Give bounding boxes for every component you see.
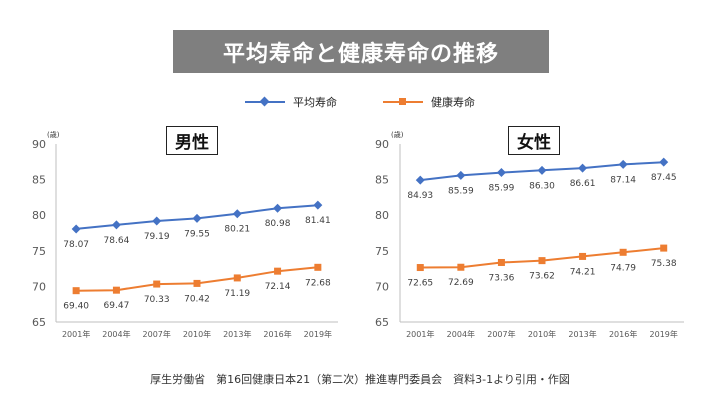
chart-title-female-text: 女性 [517, 133, 551, 153]
data-point-female-0-4 [578, 163, 588, 173]
data-point-male-1-3 [193, 279, 201, 287]
data-label-female-0-2: 85.99 [489, 184, 515, 194]
data-label-female-1-6: 75.38 [651, 259, 677, 269]
data-label-male-0-5: 80.98 [265, 219, 291, 229]
y-tick-label-female-4: 85 [375, 174, 389, 187]
x-tick-label-female-5: 2016年 [609, 329, 637, 339]
data-point-female-1-0 [416, 264, 424, 272]
x-tick-label-male-2: 2007年 [143, 329, 171, 339]
data-label-male-1-4: 71.19 [224, 289, 250, 299]
legend-swatch-series1 [245, 96, 285, 108]
data-point-female-0-0 [415, 175, 425, 185]
data-point-male-1-6 [314, 263, 322, 271]
data-label-male-1-3: 70.42 [184, 294, 210, 304]
data-label-female-1-5: 74.79 [610, 263, 636, 273]
legend-item-series1: 平均寿命 [245, 93, 337, 111]
data-point-male-0-6 [313, 200, 323, 210]
data-point-male-1-0 [72, 287, 80, 295]
legend-label-series2: 健康寿命 [431, 96, 475, 109]
data-label-male-0-4: 80.21 [224, 225, 250, 235]
data-label-female-0-3: 86.30 [529, 181, 555, 191]
data-point-male-1-5 [274, 267, 282, 275]
data-point-female-1-4 [579, 252, 587, 260]
unit-label-female: (歳) [391, 131, 404, 139]
legend-label-series1: 平均寿命 [293, 96, 337, 109]
data-label-male-0-6: 81.41 [305, 216, 331, 226]
data-point-female-0-6 [659, 157, 669, 167]
x-tick-label-male-1: 2004年 [102, 329, 130, 339]
chart-title-male: 男性 [166, 126, 218, 155]
data-point-female-0-5 [618, 159, 628, 169]
y-tick-label-male-1: 70 [32, 280, 46, 293]
data-label-female-0-5: 87.14 [610, 175, 636, 185]
data-label-female-1-3: 73.62 [529, 272, 555, 282]
x-tick-label-female-2: 2007年 [487, 329, 515, 339]
y-tick-label-male-5: 90 [32, 138, 46, 151]
data-label-male-0-3: 79.55 [184, 229, 210, 239]
data-point-female-1-6 [660, 244, 668, 252]
data-label-male-1-1: 69.47 [104, 301, 130, 311]
data-point-female-1-1 [457, 263, 465, 271]
data-label-female-1-1: 72.69 [448, 278, 474, 288]
data-point-female-1-2 [497, 258, 505, 266]
data-label-male-1-0: 69.40 [63, 302, 89, 312]
x-tick-label-female-6: 2019年 [650, 329, 678, 339]
x-tick-label-male-5: 2016年 [263, 329, 291, 339]
data-point-male-0-2 [152, 216, 162, 226]
data-point-male-1-2 [153, 280, 161, 288]
y-tick-label-female-1: 70 [375, 280, 389, 293]
source-note: 厚生労働省 第16回健康日本21（第二次）推進専門委員会 資料3-1より引用・作… [150, 373, 570, 386]
data-point-male-0-0 [71, 224, 81, 234]
chart-title-male-text: 男性 [175, 133, 209, 153]
data-point-female-0-2 [496, 168, 506, 178]
x-tick-label-female-3: 2010年 [528, 329, 556, 339]
y-tick-label-female-3: 80 [375, 209, 389, 222]
data-label-male-0-1: 78.64 [104, 236, 130, 246]
y-tick-label-male-2: 75 [32, 245, 46, 258]
data-label-male-1-6: 72.68 [305, 278, 331, 288]
unit-label-male: (歳) [47, 131, 60, 139]
x-tick-label-male-6: 2019年 [304, 329, 332, 339]
data-label-female-1-4: 74.21 [570, 267, 596, 277]
y-tick-label-male-4: 85 [32, 174, 46, 187]
x-tick-label-male-3: 2010年 [183, 329, 211, 339]
data-point-male-0-5 [273, 203, 283, 213]
data-label-male-0-0: 78.07 [63, 240, 89, 250]
data-point-male-1-1 [112, 286, 120, 294]
x-tick-label-female-1: 2004年 [447, 329, 475, 339]
y-tick-label-female-0: 65 [375, 316, 389, 329]
data-point-male-1-4 [233, 274, 241, 282]
data-point-male-0-4 [232, 209, 242, 219]
y-tick-label-male-0: 65 [32, 316, 46, 329]
data-point-female-1-3 [538, 257, 546, 265]
x-tick-label-female-0: 2001年 [406, 329, 434, 339]
data-point-female-1-5 [619, 248, 627, 256]
data-point-male-0-1 [111, 220, 121, 230]
legend: 平均寿命 健康寿命 [0, 93, 720, 111]
data-label-male-0-2: 79.19 [144, 232, 170, 242]
page-title-text: 平均寿命と健康寿命の推移 [222, 41, 499, 67]
data-point-female-0-3 [537, 165, 547, 175]
data-label-female-0-0: 84.93 [407, 191, 433, 201]
x-tick-label-female-4: 2013年 [568, 329, 596, 339]
data-point-female-0-1 [456, 170, 466, 180]
data-label-female-0-6: 87.45 [651, 173, 677, 183]
data-label-male-1-2: 70.33 [144, 295, 170, 305]
data-label-female-0-1: 85.59 [448, 186, 474, 196]
legend-item-series2: 健康寿命 [383, 93, 475, 111]
legend-swatch-series2 [383, 96, 423, 108]
data-label-male-1-5: 72.14 [265, 282, 291, 292]
y-tick-label-male-3: 80 [32, 209, 46, 222]
page-title: 平均寿命と健康寿命の推移 [173, 30, 549, 73]
data-label-female-1-0: 72.65 [407, 279, 433, 289]
data-point-male-0-3 [192, 213, 202, 223]
chart-title-female: 女性 [508, 126, 560, 155]
x-tick-label-male-0: 2001年 [62, 329, 90, 339]
x-tick-label-male-4: 2013年 [223, 329, 251, 339]
y-tick-label-female-2: 75 [375, 245, 389, 258]
y-tick-label-female-5: 90 [375, 138, 389, 151]
data-label-female-0-4: 86.61 [570, 179, 596, 189]
data-label-female-1-2: 73.36 [489, 273, 515, 283]
